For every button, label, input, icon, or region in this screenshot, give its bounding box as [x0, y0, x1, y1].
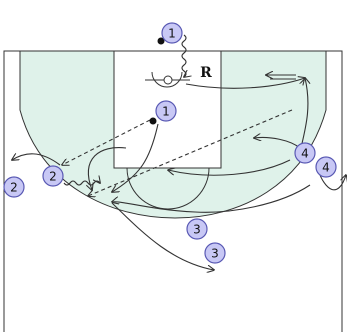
player-number: 2	[49, 170, 57, 184]
dribble-path-1	[181, 34, 186, 77]
free-throw-circle	[126, 167, 210, 210]
cut-2-to-left	[12, 154, 61, 166]
player-circle	[42, 165, 64, 187]
player-number: 3	[211, 247, 219, 261]
cut-r-to-wing	[185, 78, 305, 89]
player-p4-b: 4	[315, 156, 337, 178]
player-number: 2	[10, 181, 18, 195]
player-p2-b: 2	[42, 165, 64, 187]
player-circle	[155, 100, 177, 122]
player-number: 4	[322, 161, 330, 175]
cut-3-baseline	[111, 202, 214, 270]
rebounder-label: R	[200, 65, 212, 81]
player-circle	[3, 176, 25, 198]
pass-1-to-2	[62, 119, 151, 165]
pass-4-to-2	[88, 109, 293, 196]
player-p4-a: 4	[294, 142, 316, 164]
cut-post-1	[112, 123, 159, 192]
player-p1-post: 1	[155, 100, 177, 122]
player-circle	[161, 22, 183, 44]
dribble-path-2	[63, 181, 100, 186]
player-circle	[204, 242, 226, 264]
basket	[163, 75, 173, 85]
player-p1-top: 1	[161, 22, 183, 44]
cut-to-center	[168, 159, 291, 176]
player-number: 3	[193, 223, 201, 237]
cut-2-curl	[88, 147, 127, 190]
player-p3-a: 3	[186, 218, 208, 240]
player-circle	[294, 142, 316, 164]
player-p2-a: 2	[3, 176, 25, 198]
player-circle	[315, 156, 337, 178]
player-p3-b: 3	[204, 242, 226, 264]
player-number: 1	[168, 27, 176, 41]
cut-3-long	[112, 184, 311, 213]
backboard	[151, 71, 183, 88]
ball-post	[149, 117, 157, 125]
ball-top	[157, 37, 165, 45]
player-number: 4	[301, 147, 309, 161]
player-number: 1	[162, 105, 170, 119]
player-circle	[186, 218, 208, 240]
